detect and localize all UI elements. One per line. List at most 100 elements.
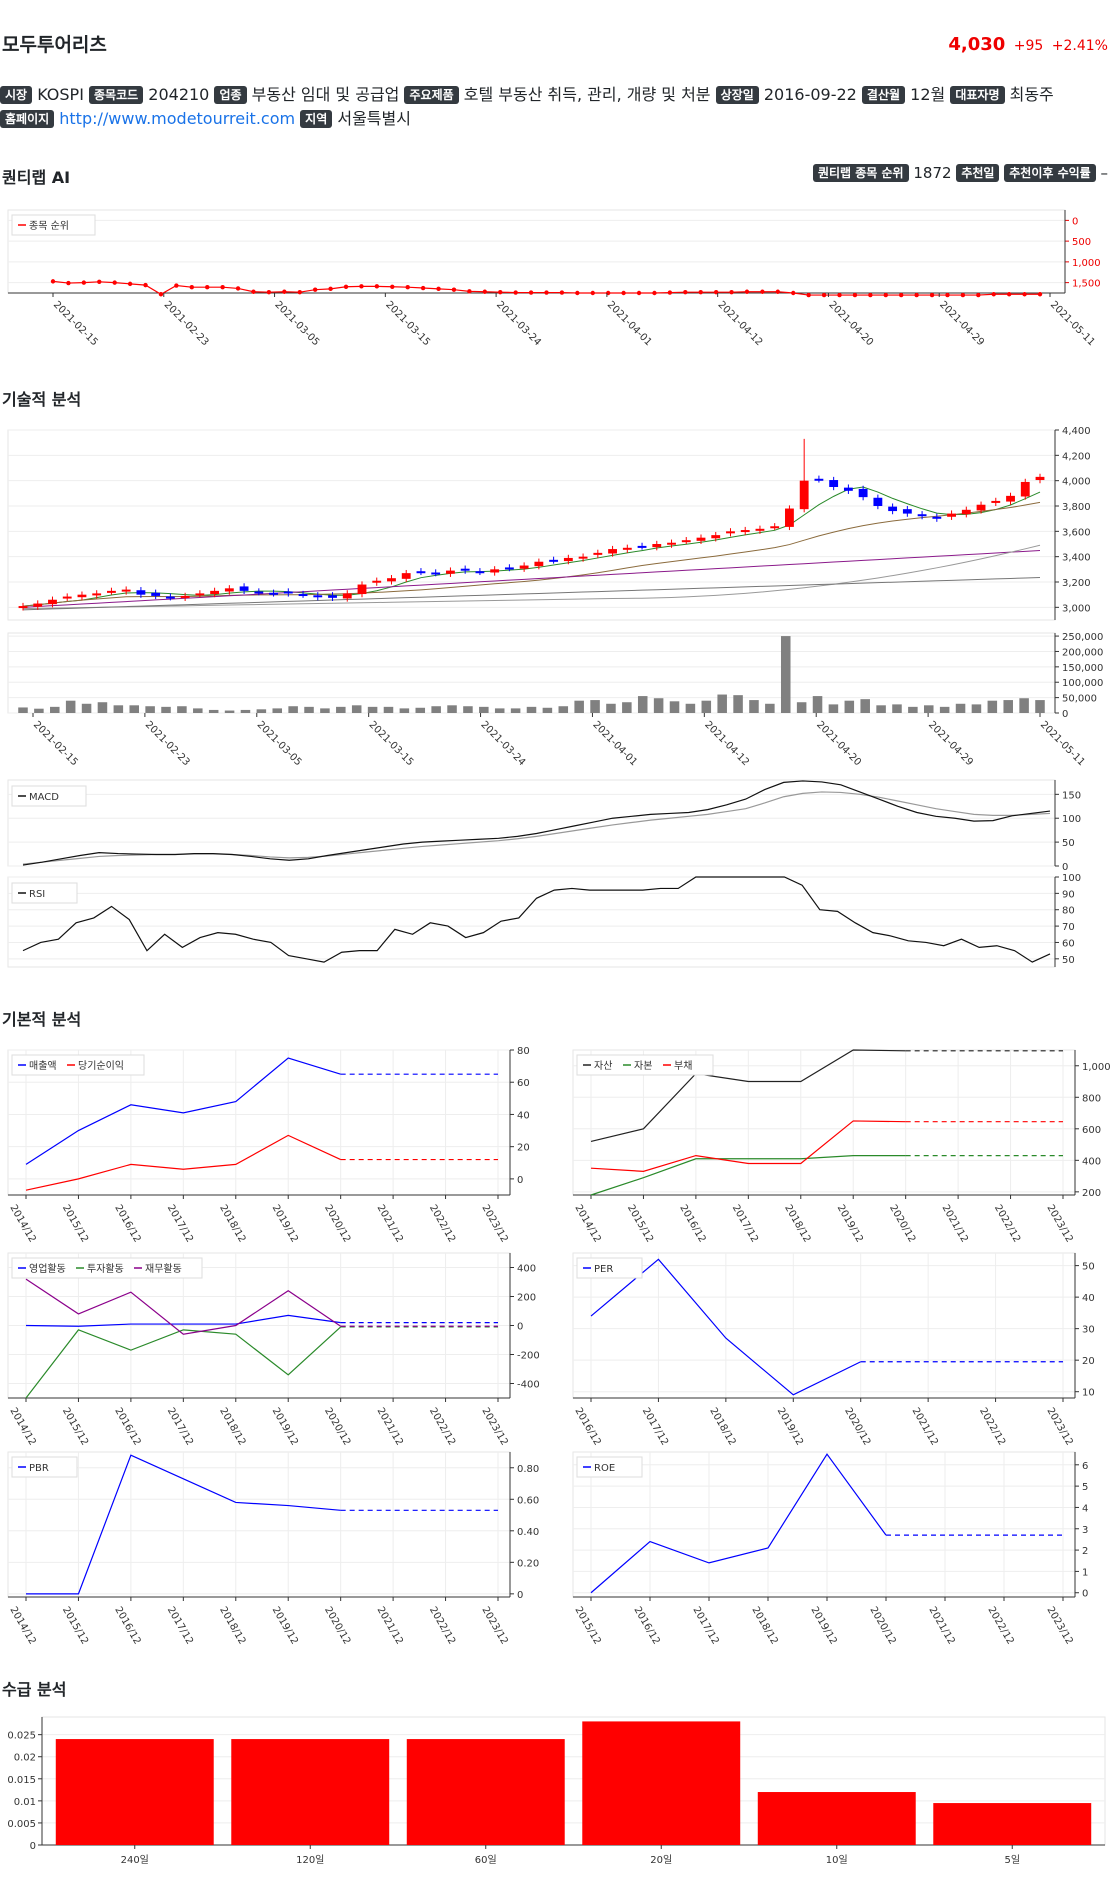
x-tick-label: 2020/12	[887, 1203, 917, 1244]
y-tick-label: 0	[517, 1175, 523, 1186]
x-tick-label: 2019/12	[270, 1203, 300, 1244]
y-tick-label: 50	[1062, 955, 1075, 966]
x-tick-label: 2017/12	[730, 1203, 760, 1244]
x-tick-label: 2020/12	[842, 1406, 872, 1447]
volume-bar	[1003, 700, 1013, 713]
volume-bar	[796, 702, 807, 713]
y-tick-label: 3,000	[1062, 603, 1091, 614]
legend-box	[11, 882, 78, 904]
current-price: 4,030	[948, 34, 1006, 55]
x-tick-label: 2021-04-01	[590, 719, 639, 768]
moving-average-line	[22, 544, 1041, 610]
candle-body	[652, 544, 662, 548]
cashflow-chart: -400 -200 0 200 400 2014/12 2015/12 2016/12 2017…	[7, 1252, 540, 1447]
legend-label: PER	[594, 1264, 613, 1275]
volume-bar	[749, 700, 759, 713]
x-tick-label: 2017/12	[640, 1406, 670, 1447]
rank-point	[1006, 292, 1012, 297]
per-chart: 10 20 30 40 50 2016/12 2017/12 2018/12 2019/12 20…	[572, 1252, 1095, 1447]
volume-bar	[447, 705, 457, 713]
rank-point	[698, 289, 703, 295]
y-tick-label: 4,400	[1062, 426, 1091, 437]
candle-body	[696, 537, 706, 541]
y-tick-label: 30	[1082, 1325, 1095, 1336]
candle-body	[726, 531, 735, 534]
y-tick-label: 50,000	[1062, 694, 1097, 705]
x-tick-label: 2021-04-12	[716, 299, 765, 348]
x-tick-label: 2016/12	[572, 1406, 602, 1447]
x-tick-label: 2016/12	[677, 1203, 707, 1244]
series-line	[25, 1057, 341, 1165]
macd-chart: 0 50 100 150 MACD	[7, 779, 1081, 873]
y-tick-label: 150,000	[1062, 663, 1103, 674]
legend-box	[576, 1456, 643, 1478]
candle-body	[902, 509, 912, 514]
x-tick-label: 2021-02-15	[51, 299, 100, 348]
rank-point	[544, 290, 549, 295]
y-tick-label: 0	[1062, 709, 1068, 720]
y-tick-label: 0	[1072, 216, 1078, 227]
rank-point	[636, 290, 642, 296]
x-tick-label: 5일	[1004, 1854, 1020, 1866]
volume-bar	[320, 708, 330, 713]
y-tick-label: 4,000	[1062, 477, 1091, 488]
candle-body	[195, 593, 205, 596]
volume-bar	[351, 705, 362, 713]
series-line	[590, 1120, 906, 1172]
candle-body	[298, 594, 308, 597]
legend-box	[11, 785, 87, 807]
info-row-1: 시장 KOSPI 종목코드 204210 업종 부동산 임대 및 공급업 주요제…	[0, 84, 1110, 106]
supply-bar	[55, 1739, 214, 1845]
candle-body	[48, 599, 57, 605]
candle-body	[1035, 476, 1045, 481]
plot-area	[7, 632, 1056, 714]
volume-bar	[510, 708, 521, 713]
y-tick-label: 0	[1082, 1589, 1088, 1600]
volume-bar	[240, 709, 251, 713]
rank-point	[220, 284, 225, 290]
legend-label: PBR	[29, 1463, 49, 1474]
candle-body	[401, 573, 411, 579]
x-tick-label: 2021-05-11	[1048, 299, 1097, 348]
volume-bar	[987, 700, 998, 713]
legend-label: 부채	[674, 1060, 692, 1072]
y-tick-label: 200	[1082, 1188, 1101, 1199]
volume-bar	[701, 700, 712, 713]
x-tick-label: 2022/12	[427, 1406, 457, 1447]
y-tick-label: 2	[1082, 1546, 1088, 1557]
homepage-link[interactable]: http://www.modetourreit.com	[59, 109, 296, 128]
x-tick-label: 2023/12	[479, 1203, 509, 1244]
x-tick-label: 2015/12	[572, 1605, 602, 1646]
return-label: 추천이후 수익률	[1004, 164, 1096, 182]
volume-bar	[415, 707, 426, 713]
y-tick-label: 60	[517, 1078, 530, 1089]
supply-chart: 0 0.005 0.01 0.015 0.02 0.025 240일 120일 60일 20일 10…	[7, 1716, 1106, 1866]
region-label: 지역	[300, 110, 333, 128]
candle-body	[18, 606, 28, 609]
volume-bar	[129, 705, 140, 713]
y-tick-label: 3,600	[1062, 527, 1091, 538]
candle-body	[121, 589, 131, 592]
candle-body	[608, 549, 617, 554]
company-name: 모두투어리츠	[2, 34, 107, 56]
volume-bar	[50, 706, 60, 713]
candle-body	[755, 528, 765, 531]
volume-bar	[542, 707, 553, 713]
info-row-2: 홈페이지 http://www.modetourreit.com 지역 서울특별…	[0, 108, 1110, 130]
volume-bar	[81, 703, 92, 713]
x-tick-label: 2019/12	[835, 1203, 865, 1244]
rank-point	[374, 284, 380, 289]
volume-bar	[971, 704, 982, 713]
y-tick-label: 4,200	[1062, 451, 1091, 462]
x-tick-label: 2017/12	[690, 1605, 720, 1646]
plot-area	[572, 1451, 1076, 1598]
y-tick-label: -400	[517, 1380, 540, 1391]
fiscal-value: 12월	[910, 85, 946, 104]
y-tick-label: 400	[1082, 1156, 1101, 1167]
rank-point	[390, 284, 395, 289]
supply-bar	[406, 1739, 565, 1845]
x-tick-label: 2020/12	[322, 1605, 352, 1646]
rank-point	[498, 289, 503, 295]
volume-bar	[383, 706, 394, 713]
volume-bar	[622, 702, 632, 713]
